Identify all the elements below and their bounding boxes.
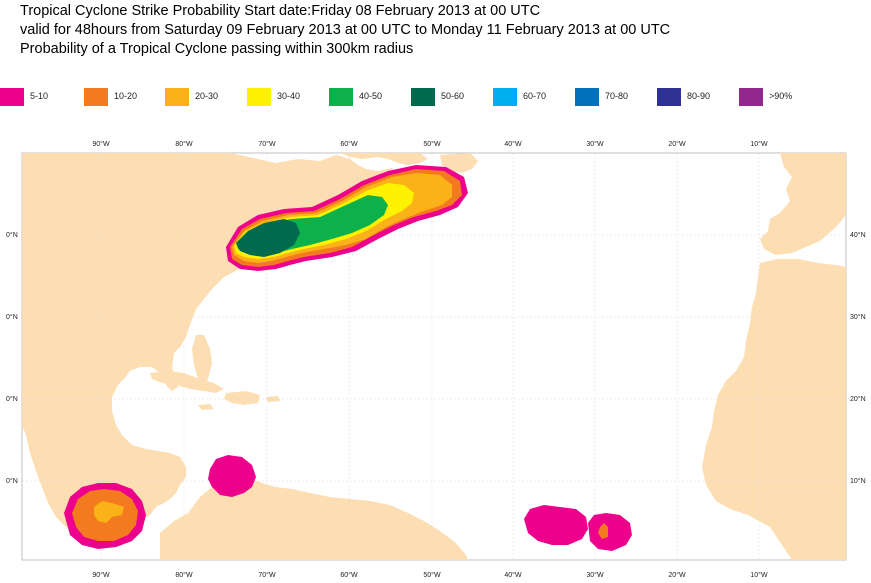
legend-swatch — [329, 88, 353, 106]
legend-swatch — [739, 88, 763, 106]
lon-label: 90°W — [92, 140, 110, 148]
title-line-2: valid for 48hours from Saturday 09 Febru… — [20, 22, 671, 38]
legend-swatch — [0, 88, 24, 106]
lon-label: 80°W — [175, 571, 193, 579]
title-line-3: Probability of a Tropical Cyclone passin… — [20, 41, 414, 57]
probability-blob-caribbean — [208, 455, 256, 497]
title-line-1: Tropical Cyclone Strike Probability Star… — [20, 3, 541, 19]
legend-label: 80-90 — [687, 91, 711, 101]
legend-label: 70-80 — [605, 91, 629, 101]
europe — [760, 153, 846, 255]
hispaniola — [224, 391, 260, 405]
legend-label: 20-30 — [195, 91, 219, 101]
africa — [702, 259, 846, 560]
lon-label: 20°W — [668, 571, 686, 579]
lon-label: 30°W — [586, 140, 604, 148]
lon-label: 10°W — [750, 571, 768, 579]
legend-swatch — [84, 88, 108, 106]
puerto-rico — [266, 396, 280, 402]
lon-label: 50°W — [423, 571, 441, 579]
canadian-maritimes — [340, 153, 428, 165]
lon-labels-bottom: 90°W 80°W 70°W 60°W 50°W 40°W 30°W 20°W … — [92, 571, 768, 579]
lat-label: 20°N — [850, 395, 866, 403]
jamaica — [198, 404, 214, 410]
lat-label: 40°N — [850, 231, 866, 239]
lat-label: 10°N — [850, 477, 866, 485]
newfoundland — [440, 153, 478, 173]
lat-label: 0°N — [6, 231, 18, 239]
lon-label: 60°W — [340, 140, 358, 148]
florida — [192, 335, 212, 391]
lat-labels-left: 0°N 0°N 0°N 0°N — [6, 231, 18, 485]
graticule — [22, 153, 846, 560]
lat-label: 0°N — [6, 313, 18, 321]
legend-swatch — [247, 88, 271, 106]
legend-swatch — [575, 88, 599, 106]
land-masses — [22, 153, 846, 560]
lon-label: 90°W — [92, 571, 110, 579]
lon-label: 40°W — [504, 140, 522, 148]
strike-probability-map: 90°W 80°W 70°W 60°W 50°W 40°W 30°W 20°W … — [6, 140, 866, 579]
lon-label: 70°W — [258, 571, 276, 579]
lon-label: 50°W — [423, 140, 441, 148]
lon-label: 10°W — [750, 140, 768, 148]
legend-label: >90% — [769, 91, 793, 101]
lon-label: 70°W — [258, 140, 276, 148]
legend-swatch — [165, 88, 189, 106]
north-america — [22, 153, 398, 547]
lon-label: 60°W — [340, 571, 358, 579]
legend-swatch — [411, 88, 435, 106]
legend-label: 60-70 — [523, 91, 547, 101]
lat-label: 0°N — [6, 477, 18, 485]
legend-swatch — [493, 88, 517, 106]
probability-legend: 5-10 10-20 20-30 30-40 40-50 50-60 60-70… — [0, 88, 871, 108]
lat-label: 30°N — [850, 313, 866, 321]
lon-labels-top: 90°W 80°W 70°W 60°W 50°W 40°W 30°W 20°W … — [92, 140, 768, 148]
legend-label: 5-10 — [30, 91, 49, 101]
lon-label: 30°W — [586, 571, 604, 579]
south-america — [160, 477, 468, 560]
probability-blob-central-atlantic — [524, 505, 632, 551]
lon-label: 80°W — [175, 140, 193, 148]
lon-label: 40°W — [504, 571, 522, 579]
probability-swath-northatlantic — [226, 165, 468, 271]
probability-blob-western-caribbean — [64, 483, 146, 549]
lat-labels-right: 40°N 30°N 20°N 10°N — [850, 231, 866, 485]
legend-label: 30-40 — [277, 91, 301, 101]
legend-swatch — [657, 88, 681, 106]
cuba — [150, 371, 224, 393]
lon-label: 20°W — [668, 140, 686, 148]
lat-label: 0°N — [6, 395, 18, 403]
legend-label: 50-60 — [441, 91, 465, 101]
legend-label: 10-20 — [114, 91, 138, 101]
legend-label: 40-50 — [359, 91, 383, 101]
